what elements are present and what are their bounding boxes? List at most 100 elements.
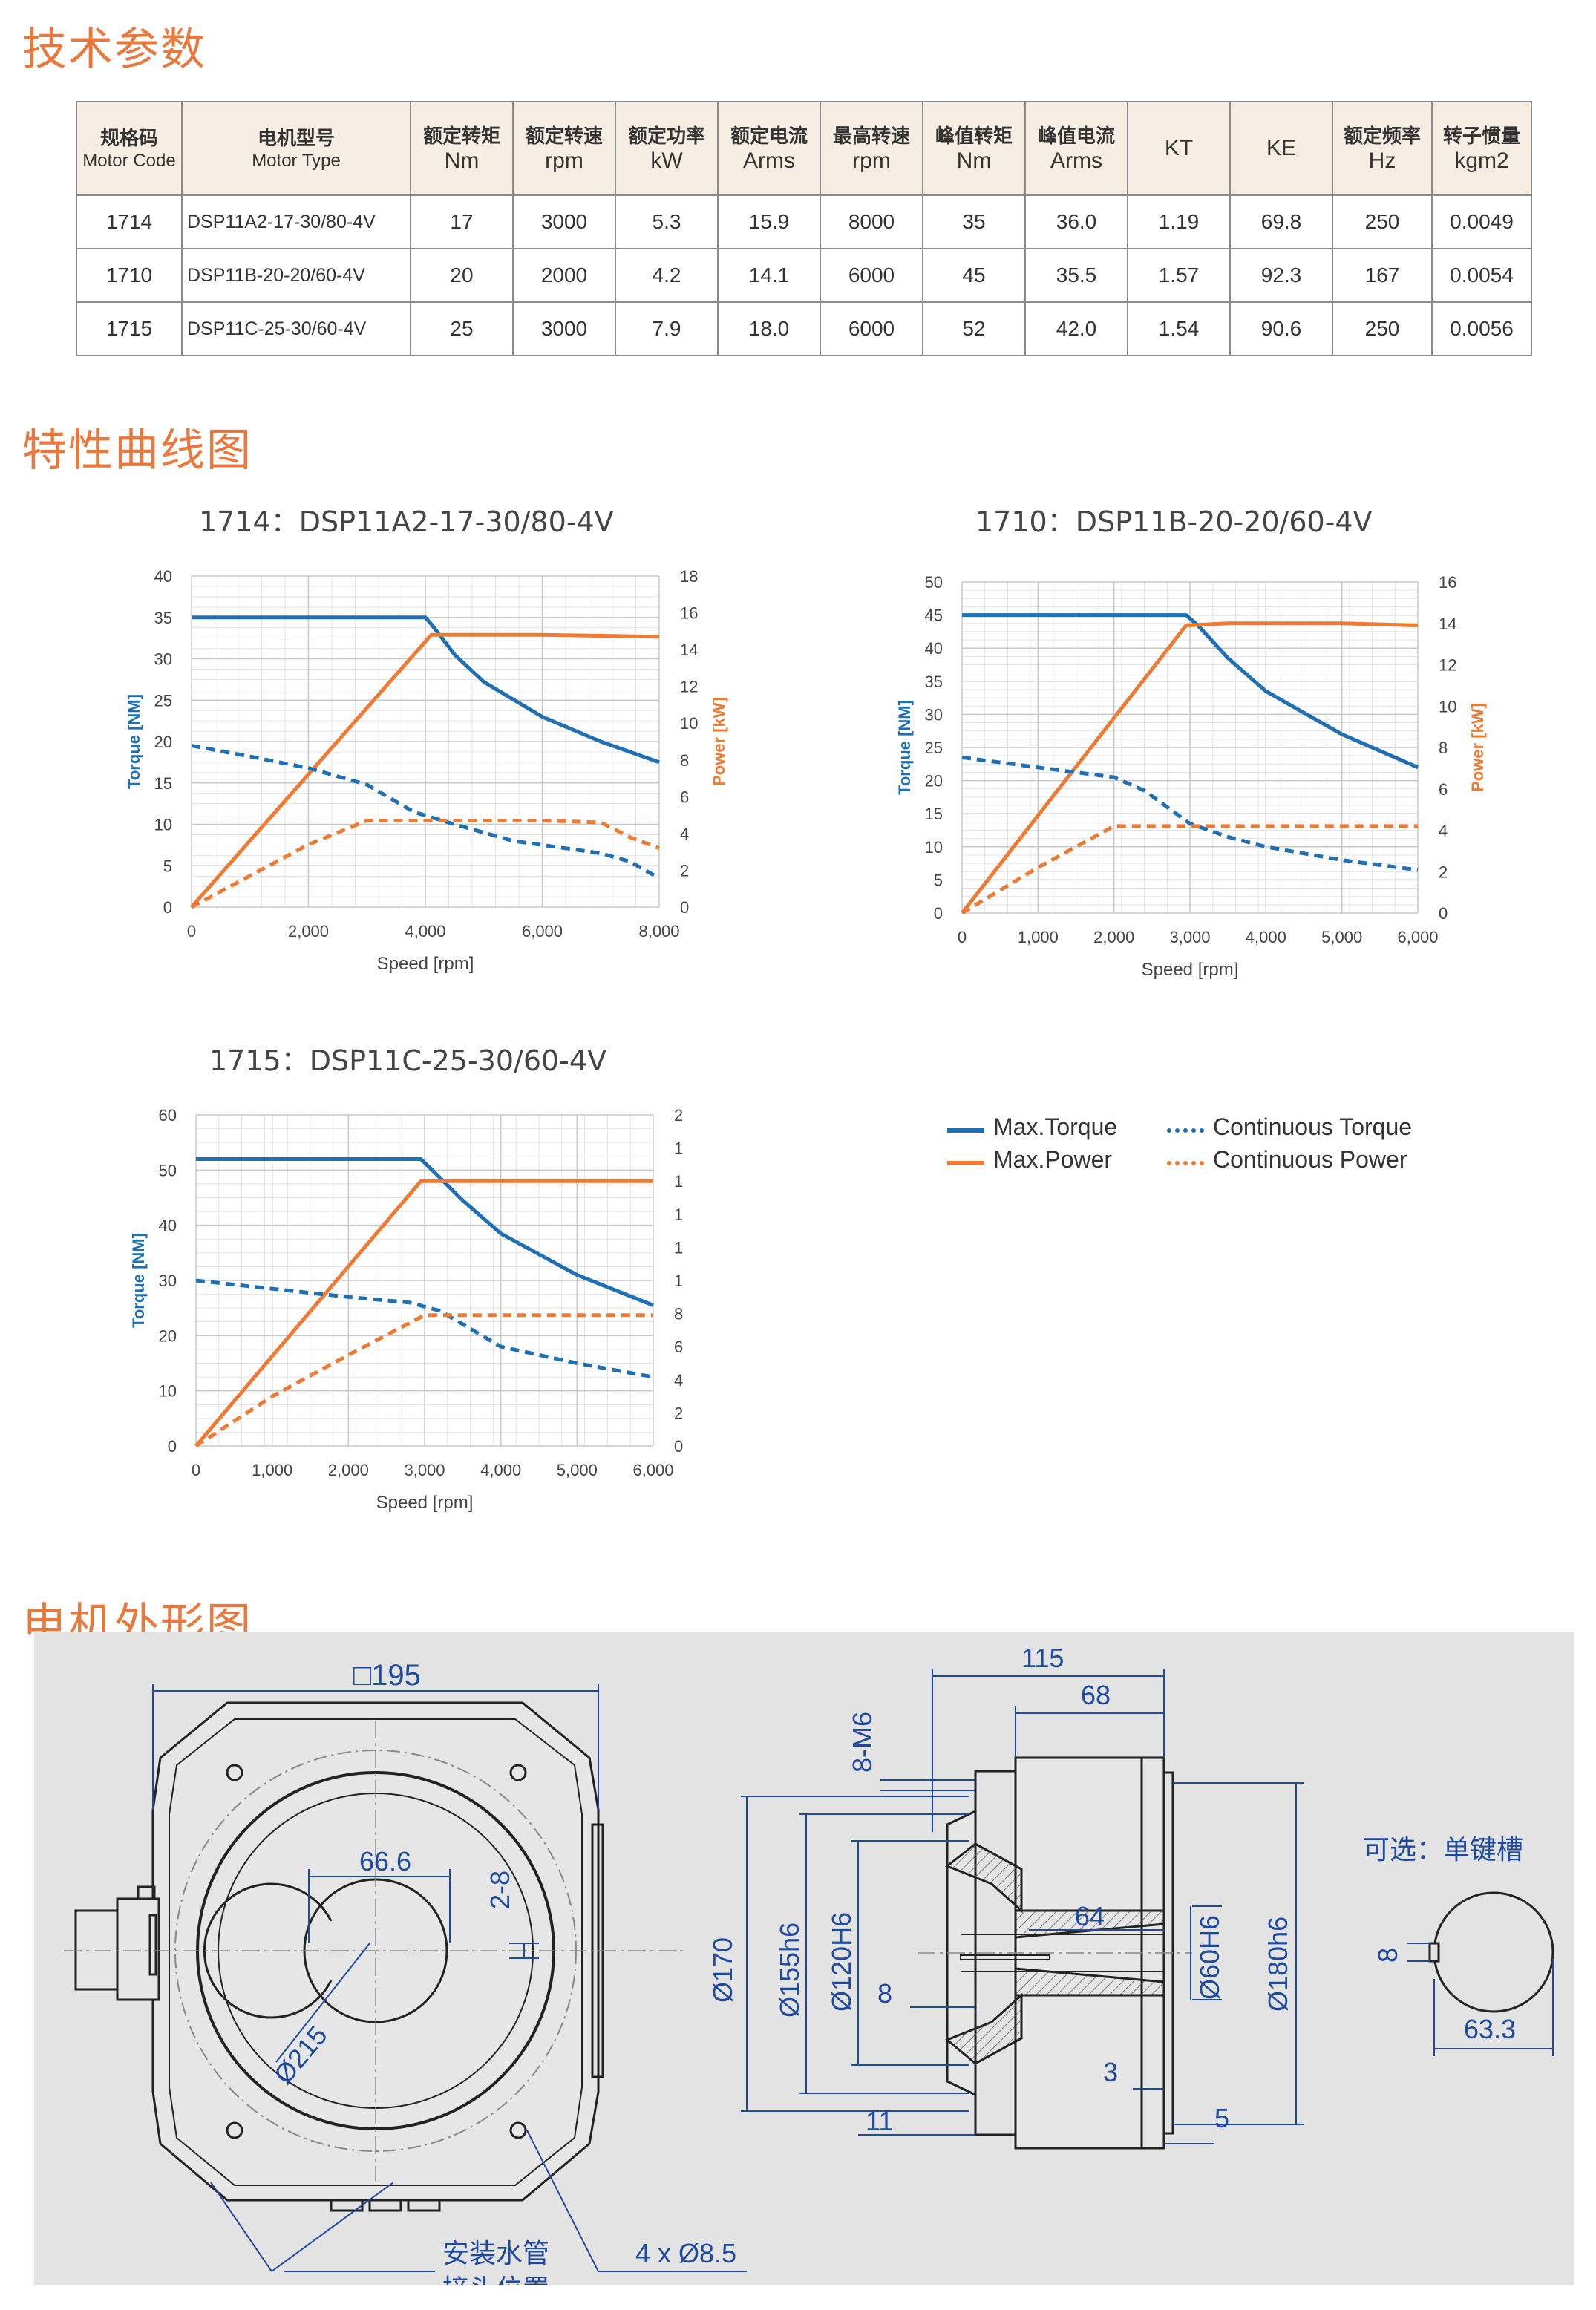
water-label-2: 接头位置 (442, 2274, 549, 2285)
dim-5: 5 (1214, 2103, 1229, 2133)
y2-tick-label: 8 (1439, 739, 1448, 757)
dim-holes: 4 x Ø8.5 (635, 2238, 736, 2268)
keyslot-view (1428, 1891, 1554, 2013)
header-peak-torque: 峰值转矩 Nm (922, 101, 1026, 196)
dim-d60: Ø60H6 (1194, 1915, 1225, 2000)
continuous-torqueseries-line (961, 755, 1419, 872)
x-tick-label: 6,000 (1397, 928, 1438, 946)
header-rated-freq: 额定频率 Hz (1332, 101, 1433, 196)
y-tick-label: 10 (154, 816, 172, 834)
y2-tick-label: 6 (1439, 780, 1448, 799)
max-torqueseries-line (196, 1157, 654, 1307)
table-cell: 2000 (512, 248, 616, 303)
x-tick-label: 3,000 (404, 1461, 445, 1479)
dim-3: 3 (1103, 2057, 1118, 2087)
header-kt: KT (1127, 101, 1231, 196)
x-tick-label: 0 (187, 922, 196, 940)
keyslot-width: 8 (1373, 1948, 1403, 1963)
table-cell: 15.9 (717, 194, 821, 249)
table-cell: 90.6 (1229, 301, 1333, 356)
y-tick-label: 5 (934, 871, 943, 889)
continuous-torqueseries-line (195, 1278, 654, 1379)
x-tick-label: 3,000 (1169, 928, 1210, 946)
x-axis-label: Speed [rpm] (376, 1493, 474, 1513)
header-peak-current: 峰值电流 Arms (1024, 101, 1128, 196)
y-tick-label: 35 (925, 673, 943, 691)
table-cell: 250 (1332, 194, 1433, 249)
dim-len-115: 115 (1021, 1643, 1064, 1673)
chart-1715-title: 1715：DSP11C-25-30/60-4V (209, 1044, 607, 1077)
y-tick-label: 10 (925, 838, 943, 857)
chart-1714: 0 2,000 4,000 6,000 8,0000510152025303540024… (126, 567, 728, 974)
y-axis-label: Torque [NM] (895, 700, 914, 795)
table-cell: 45 (922, 248, 1026, 303)
table-cell: 69.8 (1229, 194, 1333, 249)
table-cell: 5.3 (615, 194, 719, 249)
x-tick-label: 4,000 (405, 922, 445, 940)
chart-1710-title: 1710：DSP11B-20-20/60-4V (975, 505, 1373, 538)
y2-tick-label: 6 (680, 788, 689, 806)
header-ke: KE (1229, 101, 1333, 196)
table-cell: 20 (410, 248, 514, 303)
x-tick-label: 1,000 (252, 1461, 292, 1479)
dim-key-height: 2-8 (485, 1871, 515, 1909)
x-tick-label: 4,000 (480, 1461, 521, 1479)
continuous-powerseries-line (190, 819, 660, 909)
max-powerseries-line (190, 632, 660, 909)
y-tick-label: 0 (163, 898, 172, 917)
table-cell: 3000 (512, 194, 616, 249)
table-cell: 36.0 (1024, 194, 1128, 249)
y2-tick-label: 4 (680, 825, 689, 843)
y2-tick-label: 8 (680, 751, 689, 770)
table-cell: 17 (410, 194, 514, 249)
table-row: 1710 DSP11B-20-20/60-4V 20 2000 4.2 14.1 6000 4… (76, 248, 1532, 303)
outline-drawing: □195 66.6 2-8 Ø215 安装水管 接头位置 4 x Ø8.5 11 (64, 1643, 1554, 2285)
y-tick-label: 15 (925, 805, 943, 823)
table-cell: 6000 (820, 248, 923, 303)
max-torqueseries-line (962, 613, 1419, 770)
y2-tick-label: 10 (680, 714, 698, 733)
table-cell: 167 (1332, 248, 1433, 303)
keyslot-title: 可选：单键槽 (1363, 1834, 1523, 1865)
y-tick-label: 20 (925, 772, 943, 791)
y-tick-label: 0 (168, 1437, 177, 1456)
table-cell: 18.0 (717, 301, 821, 356)
header-rated-current: 额定电流 Arms (717, 101, 821, 196)
y-tick-label: 5 (163, 857, 172, 875)
table-cell: 92.3 (1229, 248, 1333, 303)
header-max-speed: 最高转速 rpm (820, 101, 923, 196)
table-cell: DSP11B-20-20/60-4V (181, 248, 411, 303)
y2-tick-label: 20 (674, 1106, 683, 1125)
y-axis-label: Torque [NM] (129, 1233, 148, 1328)
y-tick-label: 25 (925, 739, 943, 757)
y-tick-label: 30 (925, 705, 943, 724)
y-tick-label: 20 (159, 1326, 177, 1345)
y-tick-label: 40 (154, 567, 172, 586)
dim-len-68: 68 (1081, 1680, 1111, 1710)
x-tick-label: 4,000 (1246, 928, 1286, 946)
dim-square: □195 (353, 1659, 421, 1692)
spec-header-row: 规格码 Motor Code 电机型号 Motor Type 额定转矩 Nm 额定转速… (76, 101, 1532, 196)
chart-1715: 0 1,000 2,000 3,000 4,000 5,000 6,000010203040… (129, 1106, 683, 1513)
table-cell: 1.54 (1127, 301, 1231, 356)
continuous-powerseries-line (961, 824, 1418, 915)
y2-tick-label: 12 (1439, 656, 1456, 675)
table-cell: 1.19 (1127, 194, 1231, 249)
y2-tick-label: 12 (674, 1238, 683, 1257)
dim-8: 8 (877, 1978, 892, 2009)
table-row: 1715 DSP11C-25-30/60-4V 25 3000 7.9 18.0 6000 5… (76, 301, 1532, 356)
table-cell: 1714 (76, 194, 183, 249)
max-powerseries-line (194, 1179, 653, 1447)
dim-keyway-width: 66.6 (359, 1846, 411, 1877)
header-rated-power: 额定功率 kW (615, 101, 719, 196)
y2-tick-label: 18 (674, 1139, 683, 1158)
x-tick-label: 5,000 (557, 1461, 598, 1479)
keyslot-height: 63.3 (1464, 2014, 1516, 2044)
max-torqueseries-line (192, 615, 660, 765)
y-tick-label: 60 (159, 1106, 177, 1125)
y-tick-label: 50 (925, 573, 943, 592)
front-view (64, 1701, 687, 2212)
y-tick-label: 35 (154, 609, 172, 627)
dim-d155: Ø155h6 (774, 1923, 805, 2018)
y2-tick-label: 18 (680, 567, 698, 586)
